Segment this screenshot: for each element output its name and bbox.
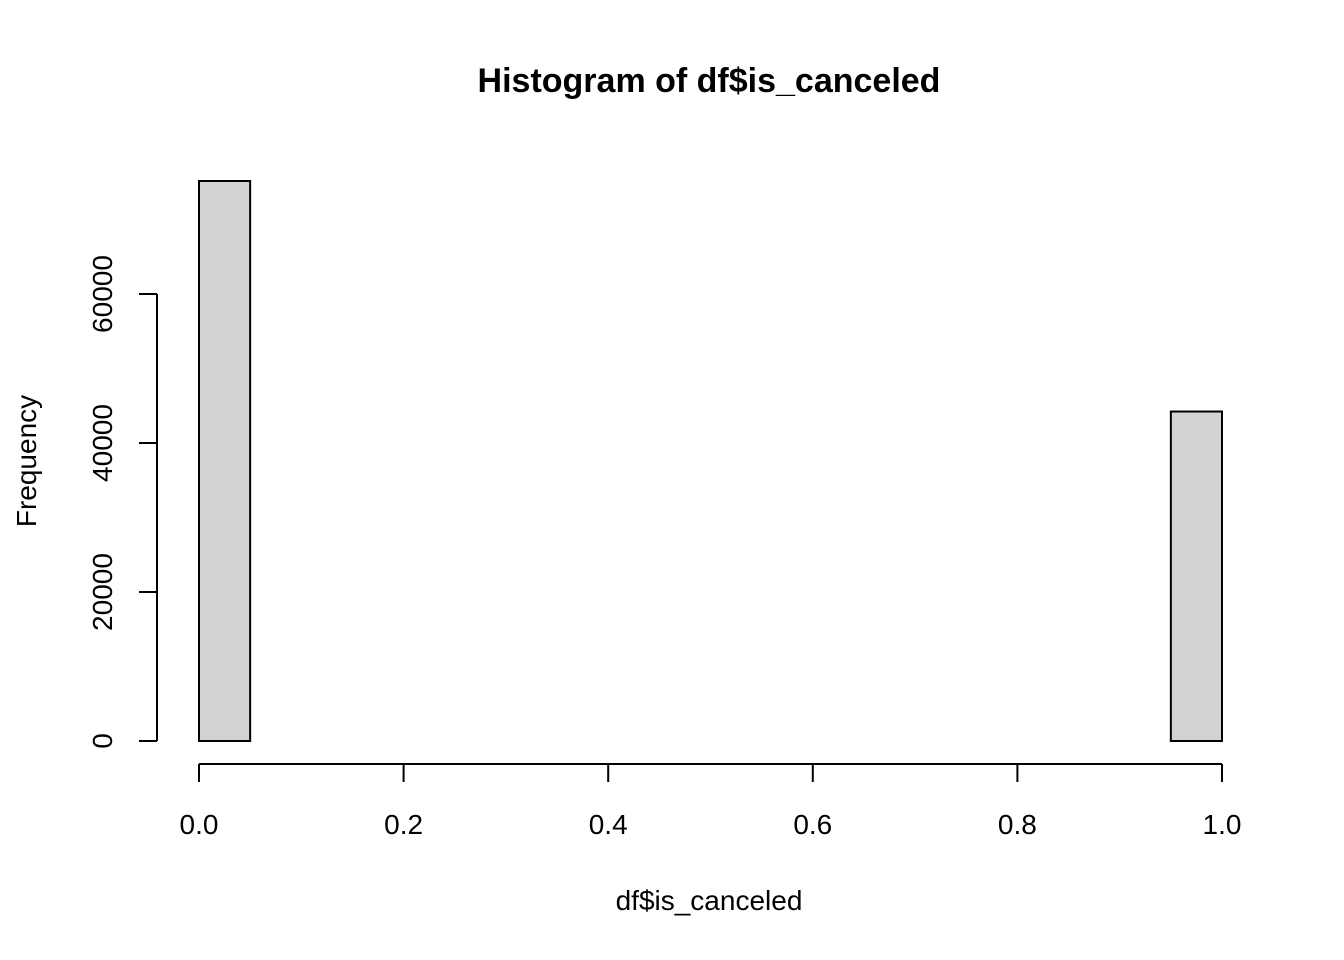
bars bbox=[198, 180, 1223, 742]
y-tick-label-2: 40000 bbox=[87, 404, 118, 482]
y-tick-label-1: 20000 bbox=[87, 553, 118, 631]
x-axis: 0.0 0.2 0.4 0.6 0.8 1.0 bbox=[180, 763, 1242, 840]
histogram-bar-0 bbox=[198, 180, 252, 742]
chart-title: Histogram of df$is_canceled bbox=[478, 62, 941, 100]
x-tick-label-1: 0.2 bbox=[384, 809, 423, 840]
x-tick-label-0: 0.0 bbox=[180, 809, 219, 840]
y-axis: 0 20000 40000 60000 bbox=[87, 255, 158, 749]
y-axis-label: Frequency bbox=[11, 395, 42, 527]
x-tick-label-2: 0.4 bbox=[589, 809, 628, 840]
x-tick-label-3: 0.6 bbox=[793, 809, 832, 840]
x-tick-label-4: 0.8 bbox=[998, 809, 1037, 840]
x-axis-label: df$is_canceled bbox=[616, 885, 803, 916]
x-tick-label-5: 1.0 bbox=[1203, 809, 1242, 840]
y-tick-label-0: 0 bbox=[87, 733, 118, 749]
y-tick-label-3: 60000 bbox=[87, 255, 118, 333]
histogram-bar-19 bbox=[1169, 410, 1223, 742]
